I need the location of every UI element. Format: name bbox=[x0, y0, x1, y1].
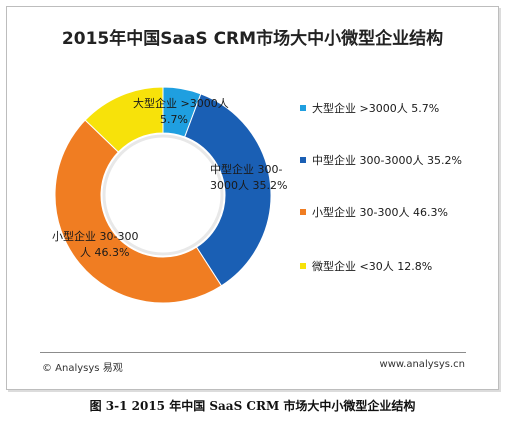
donut-slice-small bbox=[54, 119, 223, 304]
donut-inner-ring bbox=[102, 134, 224, 256]
legend-label-small: 小型企业 30-300人 46.3% bbox=[312, 205, 448, 219]
slice-label-large-line2: 5.7% bbox=[160, 113, 188, 126]
donut-slice-micro bbox=[84, 86, 164, 153]
legend-swatch-large bbox=[300, 105, 306, 111]
legend-label-large: 大型企业 >3000人 5.7% bbox=[312, 101, 439, 115]
figure-caption: 图 3-1 2015 年中国 SaaS CRM 市场大中小微型企业结构 bbox=[89, 399, 416, 413]
legend-label-micro: 微型企业 <30人 12.8% bbox=[312, 259, 432, 273]
slice-label-large-line1: 大型企业 >3000人 bbox=[133, 96, 229, 110]
legend-swatch-medium bbox=[300, 157, 306, 163]
chart-title: 2015年中国SaaS CRM市场大中小微型企业结构 bbox=[61, 29, 444, 49]
legend-swatch-micro bbox=[300, 263, 306, 269]
divider-line bbox=[40, 352, 466, 353]
slice-label-small-line2: 人 46.3% bbox=[80, 246, 129, 259]
legend-label-medium: 中型企业 300-3000人 35.2% bbox=[312, 153, 462, 167]
legend-swatch-small bbox=[300, 209, 306, 215]
slice-label-medium-line2: 3000人 35.2% bbox=[210, 179, 287, 192]
source-url: www.analysys.cn bbox=[379, 359, 465, 370]
slice-label-small-line1: 小型企业 30-300 bbox=[52, 229, 138, 243]
slice-label-medium-line1: 中型企业 300- bbox=[210, 162, 282, 176]
donut-slice-medium bbox=[184, 93, 272, 287]
source-credit: © Analysys 易观 bbox=[42, 363, 123, 374]
